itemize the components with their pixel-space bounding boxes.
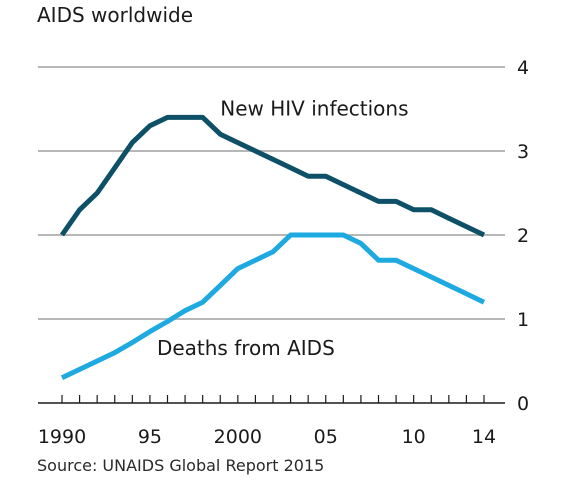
x-axis <box>38 395 505 404</box>
x-tick-label: 2000 <box>214 426 262 448</box>
series-lines <box>59 114 486 381</box>
y-tick-label: 4 <box>517 57 529 79</box>
y-tick-label: 2 <box>517 225 529 247</box>
y-tick-label: 1 <box>517 309 529 331</box>
series-labels: New HIV infections Deaths from AIDS <box>157 97 409 360</box>
new_infections-line <box>59 114 486 238</box>
x-axis-labels: 1990 95 2000 05 10 14 <box>38 426 496 448</box>
deaths-line <box>60 232 486 381</box>
chart-title: AIDS worldwide <box>37 3 194 27</box>
y-axis-labels: 0 1 2 3 4 <box>517 57 529 415</box>
x-tick-label: 95 <box>138 426 162 448</box>
grid-lines <box>38 66 505 320</box>
source-note: Source: UNAIDS Global Report 2015 <box>37 456 325 475</box>
y-tick-label: 0 <box>517 393 529 415</box>
x-tick-label: 05 <box>314 426 338 448</box>
y-tick-label: 3 <box>517 141 529 163</box>
x-tick-label: 1990 <box>38 426 86 448</box>
x-tick-label: 14 <box>472 426 496 448</box>
new_infections-label: New HIV infections <box>220 97 408 121</box>
x-tick-label: 10 <box>402 426 426 448</box>
deaths-label: Deaths from AIDS <box>157 336 335 360</box>
